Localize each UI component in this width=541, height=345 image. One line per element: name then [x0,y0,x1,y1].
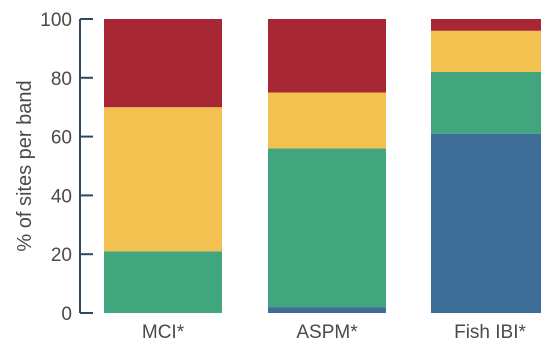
bar-segment-3-3 [431,30,541,72]
y-tick-label: 60 [51,128,72,149]
bar-segment-1-2 [104,251,222,313]
x-category-label: MCI* [142,322,185,343]
bar-segment-3-4 [431,19,541,31]
x-category-label: Fish IBI* [454,322,526,343]
y-tick-label: 0 [61,304,72,325]
bar-segment-2-2 [268,148,386,308]
y-tick-label: 40 [51,186,72,207]
bar-segment-3-2 [431,71,541,134]
y-tick-label: 20 [51,245,72,266]
y-tick-label: 80 [51,69,72,90]
bar-segment-1-3 [104,107,222,252]
y-axis: 0 20 40 60 80 100 [40,10,93,325]
x-category-label: ASPM* [296,322,358,343]
bar-segment-1-4 [104,19,222,108]
y-tick-label: 100 [40,10,72,31]
bar-segment-2-4 [268,19,386,93]
y-axis-title: % of sites per band [14,80,36,251]
x-axis-labels: MCI* ASPM* Fish IBI* [142,322,527,343]
bar-segment-2-3 [268,92,386,149]
bar-segment-3-1 [431,133,541,313]
bars-group [104,19,541,313]
bar-segment-2-1 [268,307,386,313]
